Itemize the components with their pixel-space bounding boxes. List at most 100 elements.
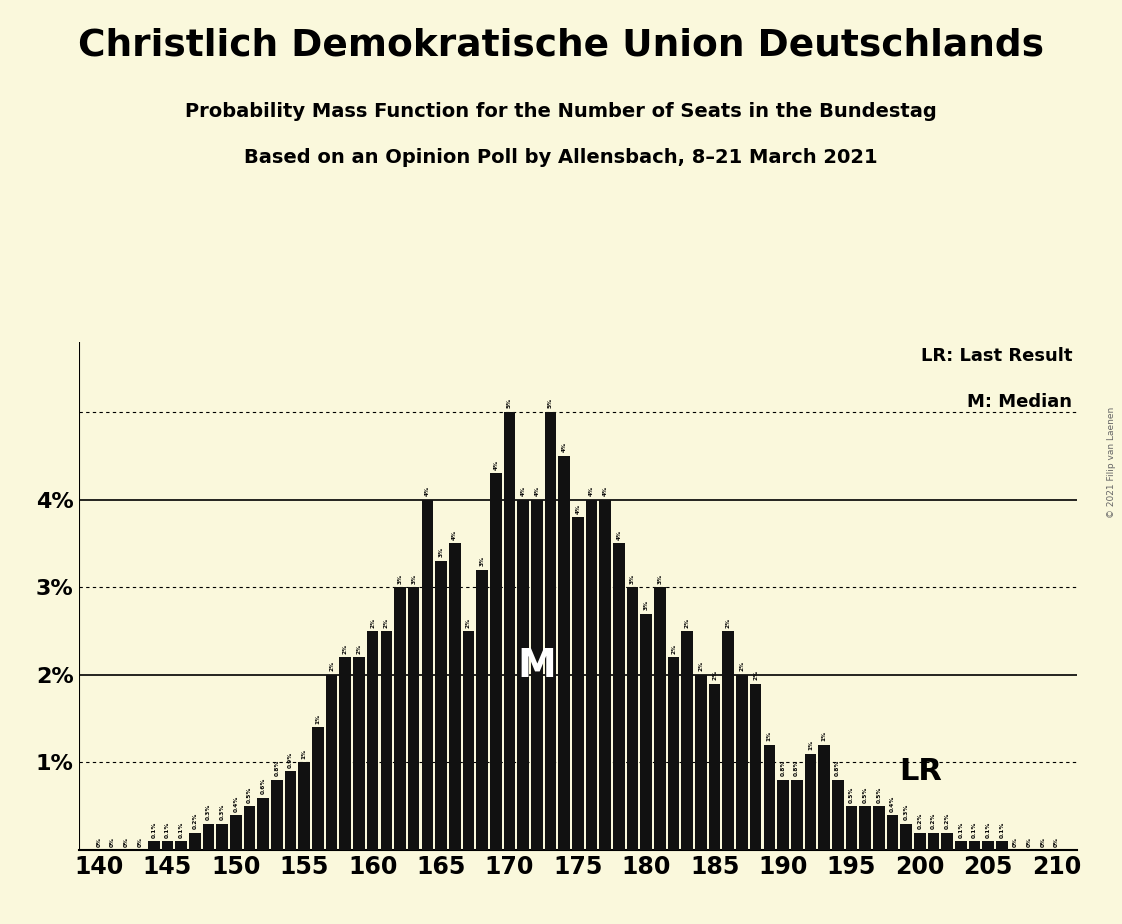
Text: 2%: 2%: [739, 662, 745, 672]
Text: Probability Mass Function for the Number of Seats in the Bundestag: Probability Mass Function for the Number…: [185, 102, 937, 121]
Text: 3%: 3%: [439, 547, 443, 557]
Text: 4%: 4%: [521, 486, 525, 496]
Text: 5%: 5%: [548, 398, 553, 408]
Bar: [723, 631, 734, 850]
Bar: [257, 797, 269, 850]
Bar: [654, 588, 665, 850]
Bar: [230, 815, 241, 850]
Bar: [148, 842, 159, 850]
Text: 0.2%: 0.2%: [931, 813, 936, 829]
Bar: [627, 588, 638, 850]
Bar: [749, 684, 762, 850]
Text: 2%: 2%: [712, 670, 717, 680]
Bar: [968, 842, 981, 850]
Bar: [668, 657, 680, 850]
Text: 2%: 2%: [384, 617, 389, 627]
Text: 2%: 2%: [370, 617, 375, 627]
Bar: [312, 727, 324, 850]
Text: 1%: 1%: [302, 748, 306, 759]
Text: M: Median: M: Median: [967, 393, 1073, 410]
Text: 0.4%: 0.4%: [233, 796, 238, 811]
Text: 0%: 0%: [1013, 837, 1018, 847]
Bar: [586, 500, 597, 850]
Bar: [791, 780, 802, 850]
Bar: [696, 675, 707, 850]
Text: 0.6%: 0.6%: [260, 778, 266, 794]
Bar: [983, 842, 994, 850]
Bar: [928, 833, 939, 850]
Bar: [996, 842, 1008, 850]
Text: 4%: 4%: [425, 486, 430, 496]
Text: 3%: 3%: [644, 600, 649, 610]
Bar: [736, 675, 747, 850]
Text: 2%: 2%: [357, 644, 361, 654]
Text: 0.3%: 0.3%: [220, 804, 224, 821]
Text: 0%: 0%: [138, 837, 142, 847]
Text: 2%: 2%: [329, 662, 334, 672]
Bar: [380, 631, 392, 850]
Bar: [422, 500, 433, 850]
Text: 4%: 4%: [494, 459, 498, 469]
Bar: [709, 684, 720, 850]
Text: 3%: 3%: [479, 556, 485, 566]
Text: 0.2%: 0.2%: [945, 813, 949, 829]
Bar: [517, 500, 528, 850]
Bar: [599, 500, 611, 850]
Bar: [846, 807, 857, 850]
Text: Christlich Demokratische Union Deutschlands: Christlich Demokratische Union Deutschla…: [79, 28, 1043, 64]
Text: 0%: 0%: [123, 837, 129, 847]
Bar: [272, 780, 283, 850]
Bar: [325, 675, 338, 850]
Text: 0.5%: 0.5%: [849, 786, 854, 803]
Text: 0.1%: 0.1%: [165, 821, 169, 838]
Text: 4%: 4%: [562, 443, 567, 452]
Bar: [831, 780, 844, 850]
Bar: [217, 824, 228, 850]
Bar: [504, 412, 515, 850]
Text: 1%: 1%: [808, 740, 812, 750]
Bar: [175, 842, 187, 850]
Text: 0.8%: 0.8%: [275, 760, 279, 776]
Text: 0.1%: 0.1%: [1000, 821, 1004, 838]
Bar: [804, 754, 816, 850]
Bar: [941, 833, 953, 850]
Text: 0%: 0%: [1040, 837, 1046, 847]
Bar: [462, 631, 475, 850]
Text: 3%: 3%: [631, 574, 635, 584]
Bar: [162, 842, 173, 850]
Text: 2%: 2%: [753, 670, 758, 680]
Text: 0%: 0%: [96, 837, 102, 847]
Bar: [340, 657, 351, 850]
Bar: [544, 412, 557, 850]
Bar: [531, 500, 543, 850]
Bar: [873, 807, 884, 850]
Text: 3%: 3%: [411, 574, 416, 584]
Text: 4%: 4%: [452, 529, 458, 540]
Bar: [243, 807, 256, 850]
Text: 4%: 4%: [603, 486, 608, 496]
Bar: [367, 631, 378, 850]
Bar: [285, 772, 296, 850]
Bar: [559, 456, 570, 850]
Bar: [681, 631, 693, 850]
Text: 2%: 2%: [684, 617, 690, 627]
Bar: [490, 473, 502, 850]
Text: 0.4%: 0.4%: [890, 796, 895, 811]
Bar: [764, 745, 775, 850]
Bar: [914, 833, 926, 850]
Bar: [859, 807, 871, 850]
Text: 5%: 5%: [507, 398, 512, 408]
Bar: [353, 657, 365, 850]
Bar: [394, 588, 406, 850]
Text: 0.8%: 0.8%: [781, 760, 785, 776]
Text: 2%: 2%: [343, 644, 348, 654]
Bar: [188, 833, 201, 850]
Text: 0.1%: 0.1%: [151, 821, 156, 838]
Bar: [818, 745, 830, 850]
Text: © 2021 Filip van Laenen: © 2021 Filip van Laenen: [1107, 407, 1116, 517]
Text: 0.2%: 0.2%: [918, 813, 922, 829]
Text: 0.5%: 0.5%: [876, 786, 881, 803]
Text: 3%: 3%: [397, 574, 403, 584]
Text: LR: LR: [900, 757, 942, 785]
Text: M: M: [517, 647, 557, 685]
